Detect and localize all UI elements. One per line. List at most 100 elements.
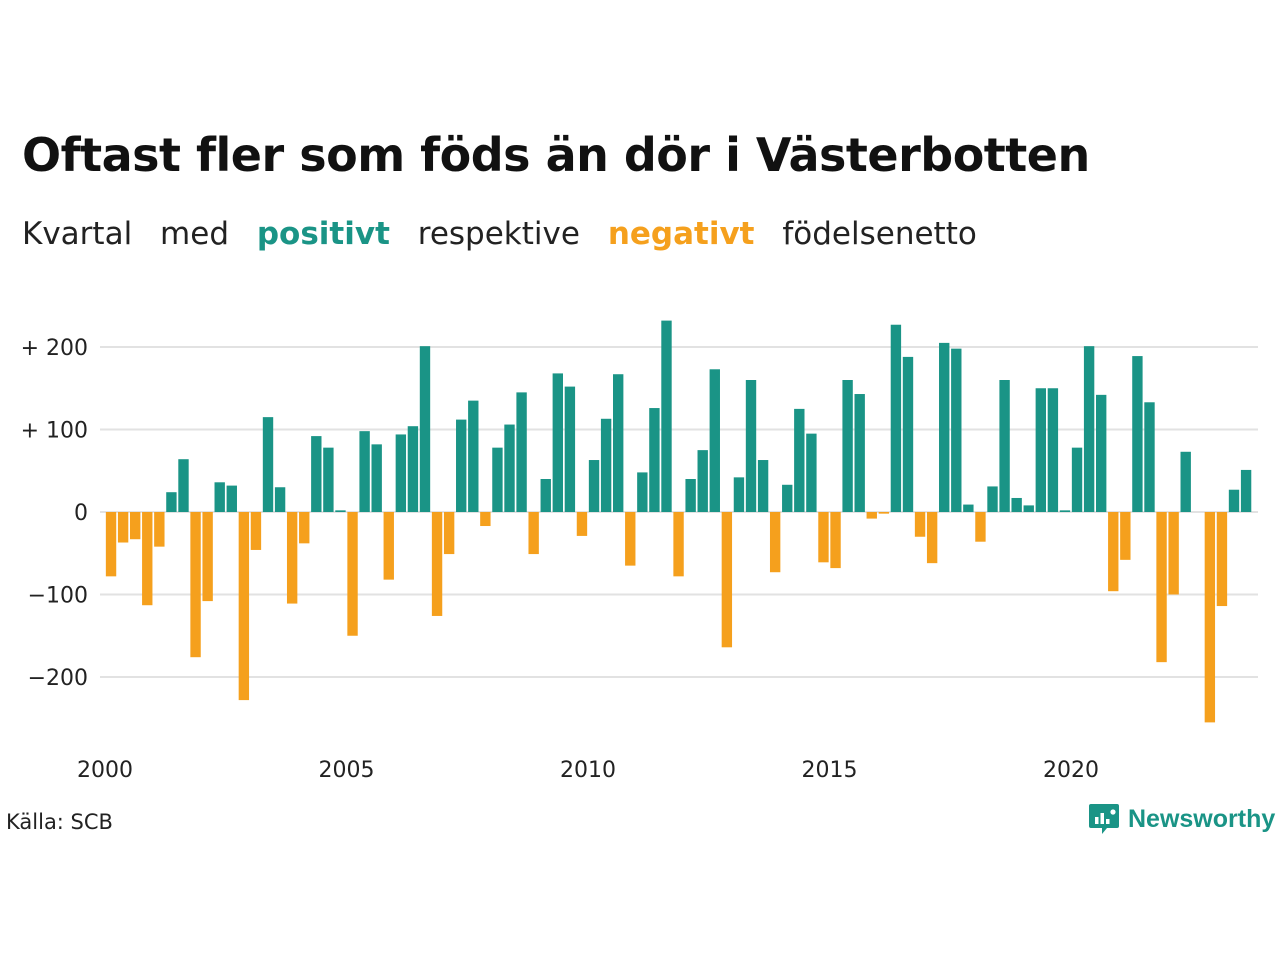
bar-positive: [1011, 497, 1022, 512]
bar-negative: [528, 512, 539, 555]
bar-chart: + 200 + 100 0 −100 −200 2000 2005 2010 2015 2020: [21, 320, 1258, 783]
chart-subtitle: Kvartal med positivt respektive negativt…: [22, 216, 993, 252]
bar-positive: [854, 394, 865, 512]
bar-negative: [576, 512, 588, 536]
subtitle-text-4: födelsenetto: [782, 216, 977, 252]
source-note: Källa: SCB: [6, 810, 113, 834]
bar-positive: [649, 408, 660, 512]
bar-positive: [757, 460, 769, 512]
bar-chart-speech-bubble-icon: [1089, 804, 1119, 834]
bar-positive: [359, 431, 370, 512]
subtitle-positive-label: positivt: [256, 216, 390, 252]
bar-positive: [166, 492, 177, 512]
bar-positive: [1096, 394, 1107, 512]
bar-negative: [625, 512, 636, 566]
bar-negative: [975, 512, 986, 542]
bar-positive: [890, 324, 902, 512]
bar-positive: [564, 386, 576, 512]
bar-negative: [914, 512, 926, 537]
bar-positive: [178, 459, 189, 512]
bar-positive: [468, 400, 479, 513]
bar-negative: [769, 512, 781, 573]
bar-positive: [733, 477, 745, 512]
y-tick-label: 0: [74, 501, 88, 526]
subtitle-text-1: Kvartal: [22, 216, 133, 252]
bar-positive: [685, 479, 696, 512]
bar-positive: [600, 418, 612, 512]
x-tick-label: 2015: [802, 758, 858, 783]
bar-positive: [613, 374, 624, 512]
bar-negative: [142, 512, 153, 606]
bar-positive: [1180, 451, 1191, 512]
bar-positive: [540, 479, 551, 512]
bar-positive: [407, 426, 419, 512]
bar-negative: [190, 512, 201, 658]
bar-positive: [782, 484, 793, 512]
bar-positive: [806, 433, 817, 513]
bar-positive: [661, 320, 672, 512]
x-tick-label: 2010: [560, 758, 616, 783]
bar-negative: [443, 512, 455, 555]
bar-negative: [286, 512, 298, 604]
bar-positive: [504, 424, 515, 512]
bar-negative: [130, 512, 141, 540]
bars: [105, 320, 1252, 723]
bar-negative: [238, 512, 250, 701]
bar-positive: [262, 417, 274, 513]
x-tick-label: 2000: [77, 758, 133, 783]
bar-negative: [250, 512, 262, 550]
bar-negative: [1204, 512, 1216, 723]
bar-positive: [1059, 510, 1071, 512]
x-tick-label: 2020: [1043, 758, 1099, 783]
bar-negative: [673, 512, 684, 577]
y-tick-label: + 100: [21, 419, 88, 444]
y-axis-ticks: + 200 + 100 0 −100 −200: [21, 336, 88, 691]
chart-title: Oftast fler som föds än dör i Västerbott…: [22, 128, 1090, 182]
bar-negative: [1216, 512, 1228, 607]
bar-positive: [323, 447, 334, 512]
y-tick-label: −200: [28, 666, 88, 691]
bar-positive: [999, 380, 1010, 512]
bar-negative: [431, 512, 443, 616]
bar-positive: [214, 482, 225, 512]
bar-positive: [794, 408, 805, 513]
bar-positive: [371, 444, 382, 512]
bar-negative: [154, 512, 165, 547]
bar-positive: [987, 486, 998, 512]
subtitle-negative-label: negativt: [607, 216, 755, 252]
bar-negative: [721, 512, 733, 648]
bar-negative: [480, 512, 491, 527]
bar-positive: [697, 450, 708, 513]
bar-positive: [516, 392, 527, 513]
subtitle-text-3: respektive: [417, 216, 580, 252]
bar-negative: [818, 512, 829, 563]
bar-positive: [842, 380, 853, 512]
bar-positive: [492, 447, 503, 512]
bar-positive: [1035, 388, 1046, 512]
x-axis-ticks: 2000 2005 2010 2015 2020: [77, 758, 1099, 783]
bar-positive: [939, 342, 950, 513]
bar-positive: [311, 436, 322, 512]
bar-negative: [1168, 512, 1179, 595]
bar-negative: [830, 512, 841, 569]
bar-negative: [105, 512, 117, 577]
bar-negative: [299, 512, 310, 544]
bar-positive: [395, 434, 407, 512]
bar-negative: [1108, 512, 1119, 592]
bar-positive: [552, 373, 563, 512]
bar-positive: [951, 348, 962, 512]
brand-logo: Newsworthy: [1088, 802, 1275, 836]
x-tick-label: 2005: [319, 758, 375, 783]
bar-positive: [1228, 489, 1240, 512]
bar-positive: [1240, 469, 1252, 512]
bar-positive: [745, 380, 757, 512]
bar-positive: [1132, 356, 1143, 512]
bar-negative: [117, 512, 129, 543]
bar-positive: [274, 487, 286, 512]
bar-positive: [902, 356, 914, 512]
bar-positive: [963, 504, 974, 512]
bar-negative: [1120, 512, 1131, 560]
bar-positive: [1083, 346, 1095, 512]
bar-negative: [878, 512, 890, 514]
bar-positive: [588, 460, 600, 512]
